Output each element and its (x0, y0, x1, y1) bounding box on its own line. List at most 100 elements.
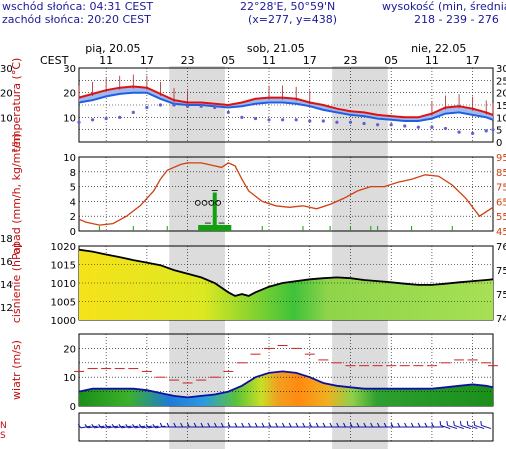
pressure-left-tick-1: 1015 (51, 261, 76, 272)
compass-s: S (0, 431, 6, 441)
pressure-right-tick-2: 750 (496, 290, 506, 301)
wind-arrow-barb-9 (84, 423, 89, 429)
hour-tick-3: 05 (221, 54, 235, 67)
hour-tick-7: 05 (384, 54, 398, 67)
wind-arrow-barb-49 (356, 422, 360, 428)
wind-arrow-shaft-9 (87, 425, 98, 429)
precip-prob-0 (194, 200, 201, 206)
wind-arrow-barb-42 (309, 422, 312, 428)
pressure-right-tick-0: 760 (496, 242, 506, 253)
dew-point-10 (213, 105, 217, 110)
temp-right-tick-5: 5 (496, 126, 502, 137)
wind-arrow-barb-60 (431, 422, 435, 428)
dew-point-27 (443, 126, 448, 131)
temp-right-tick-1: 25 (496, 76, 506, 87)
wind-arrow-shaft-17 (141, 425, 152, 429)
precip-axis-label: opad (mm/h, kg/m²/h) (10, 133, 23, 254)
wind-arrow-barb-35 (261, 422, 265, 428)
wind-left-tick-2: 20 (63, 344, 76, 355)
wind-arrow-32 (241, 422, 254, 428)
dew-point-7 (172, 103, 176, 107)
dew-point-17 (308, 119, 312, 123)
wind-arrow-shaft-62 (447, 424, 458, 430)
wind-arrow-shaft-66 (474, 424, 485, 430)
dew-point-2 (104, 116, 108, 121)
wind-arrow-barb-54 (390, 422, 394, 428)
wind-arrow-barb-64 (459, 420, 462, 426)
wind-arrow-barb-45 (329, 422, 333, 428)
wind-arrow-35 (261, 422, 275, 428)
wind-arrow-67 (480, 420, 492, 430)
wind-arrow-barb-29 (220, 422, 224, 428)
pressure-left-tick-2: 1010 (51, 279, 76, 290)
wind-arrow-shaft-12 (107, 425, 118, 429)
hour-tick-6: 23 (343, 54, 357, 67)
wind-arrow-shaft-13 (114, 425, 125, 429)
wind-arrow-barb-41 (302, 422, 306, 428)
wind-arrow-shaft-16 (135, 425, 146, 429)
dew-point-24 (403, 124, 407, 128)
temp-min-line (78, 91, 494, 122)
precip-left-tick-2: 4 (70, 197, 76, 208)
wind-arrow-barb-46 (336, 422, 340, 428)
temp-left-tick-0: 10 (63, 113, 76, 124)
wind-arrow-barb-47 (343, 422, 346, 428)
humidity-right-tick-3: 65 (496, 197, 506, 208)
wind-arrow-36 (268, 422, 281, 428)
wind-arrow-40 (295, 422, 308, 428)
temp-axis-label: temperatura (°C) (10, 58, 23, 153)
temp-outer-tick-0: 10 (0, 113, 13, 124)
dew-point-13 (253, 116, 258, 121)
sunrise-text: wschód słońca: 04:31 CEST (2, 0, 154, 13)
dew-point-1 (90, 118, 95, 122)
precip-prob-2 (208, 200, 215, 206)
wind-arrow-13 (111, 423, 125, 429)
wind-arrow-barb-57 (410, 422, 414, 428)
wind-arrow-barb-66 (473, 420, 476, 426)
dew-point-8 (185, 104, 190, 108)
wind-arrow-8 (77, 423, 91, 429)
wind-arrow-barb-20 (159, 422, 163, 428)
wind-arrow-barb-56 (404, 422, 408, 428)
wind-arrow-barb-39 (288, 422, 292, 428)
wind-arrow-60 (431, 422, 444, 428)
wind-arrow-barb-11 (98, 423, 102, 429)
wind-arrow-41 (302, 422, 315, 428)
pressure-line (78, 248, 494, 297)
day-label-0: pią, 20.05 (85, 42, 140, 55)
wind-arrow-barb-17 (138, 423, 143, 429)
wind-arrow-barb-51 (370, 422, 374, 428)
dew-point-22 (376, 123, 380, 127)
wind-arrow-barb-62 (446, 420, 449, 426)
dew-point-4 (131, 110, 135, 114)
wind-arrow-barb-23 (180, 422, 184, 428)
wind-arrow-33 (248, 422, 261, 428)
wind-axis-label: wiatr (m/s) (10, 340, 23, 400)
pressure-axis-label: ciśnienie (hPa) (10, 243, 23, 323)
wind-arrow-38 (281, 422, 295, 428)
humidity-right-tick-1: 85 (496, 168, 506, 179)
elevation-label: wysokość (min, średnia (382, 0, 506, 13)
dew-point-6 (158, 103, 163, 107)
wind-arrow-shaft-10 (94, 425, 105, 429)
sunset-text: zachód słońca: 20:20 CEST (2, 13, 151, 26)
hour-tick-0: 11 (99, 54, 113, 67)
wind-arrow-11 (98, 423, 112, 429)
wind-arrow-43 (315, 422, 329, 428)
wind-arrow-barb-37 (275, 422, 279, 428)
wind-arrow-shaft-65 (467, 424, 478, 430)
hour-tick-1: 17 (140, 54, 154, 67)
humidity-right-tick-4: 55 (496, 212, 506, 223)
wind-arrow-barb-43 (315, 422, 319, 428)
humidity-right-tick-0: 95 (496, 153, 506, 164)
wind-arrow-shaft-15 (128, 425, 139, 429)
wind-arrow-19 (152, 423, 166, 429)
wind-arrow-barb-55 (397, 422, 401, 428)
wind-arrow-shaft-18 (148, 425, 159, 429)
precip-left-tick-5: 10 (63, 153, 76, 164)
wind-arrow-barb-16 (132, 423, 136, 429)
wind-arrow-shaft-14 (121, 425, 132, 429)
night-band-0 (169, 66, 225, 449)
wind-arrow-barb-38 (281, 422, 285, 428)
